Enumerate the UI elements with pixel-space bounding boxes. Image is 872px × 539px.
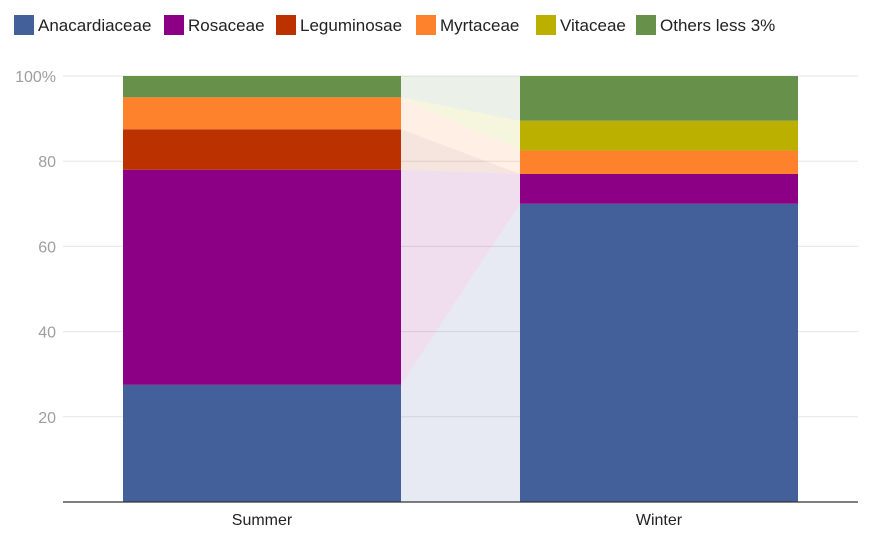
bar-summer-rosaceae bbox=[123, 169, 401, 385]
legend-swatch-others-less-3 bbox=[636, 15, 656, 35]
ribbon-others-less-3 bbox=[401, 76, 520, 121]
bar-winter-rosaceae bbox=[520, 173, 798, 204]
connector-ribbons bbox=[401, 76, 520, 503]
ribbon-myrtaceae bbox=[401, 97, 520, 174]
y-tick-label-20: 20 bbox=[38, 410, 56, 427]
legend-swatch-vitaceae bbox=[536, 15, 556, 35]
bar-summer-leguminosae bbox=[123, 129, 401, 170]
bar-summer-myrtaceae bbox=[123, 97, 401, 130]
bar-summer-others-less-3 bbox=[123, 76, 401, 98]
legend-swatch-anacardiaceae bbox=[14, 15, 34, 35]
legend-label-vitaceae: Vitaceae bbox=[560, 16, 626, 35]
bar-winter-others-less-3 bbox=[520, 76, 798, 121]
x-axis-category-labels: Summer Winter bbox=[232, 512, 683, 529]
ribbon-anacardiaceae bbox=[401, 203, 520, 503]
legend-swatch-rosaceae bbox=[164, 15, 184, 35]
y-tick-label-100: 100% bbox=[15, 69, 56, 86]
y-tick-label-40: 40 bbox=[38, 325, 56, 342]
x-category-label-winter: Winter bbox=[636, 512, 683, 529]
ribbon-rosaceae bbox=[401, 169, 520, 385]
legend-swatch-myrtaceae bbox=[416, 15, 436, 35]
bar-winter-anacardiaceae bbox=[520, 203, 798, 503]
bar-summer-anacardiaceae bbox=[123, 384, 401, 502]
legend-swatch-leguminosae bbox=[276, 15, 296, 35]
legend-label-myrtaceae: Myrtaceae bbox=[440, 16, 519, 35]
x-category-label-summer: Summer bbox=[232, 512, 293, 529]
ribbon-leguminosae bbox=[401, 129, 520, 174]
bars bbox=[123, 76, 798, 503]
bar-winter-vitaceae bbox=[520, 120, 798, 151]
legend-label-leguminosae: Leguminosae bbox=[300, 16, 402, 35]
y-axis-tick-labels: 20 40 60 80 100% bbox=[15, 69, 56, 427]
bar-winter-myrtaceae bbox=[520, 150, 798, 174]
legend-label-rosaceae: Rosaceae bbox=[188, 16, 265, 35]
ribbon-vitaceae bbox=[401, 97, 520, 151]
y-tick-label-80: 80 bbox=[38, 154, 56, 171]
y-tick-label-60: 60 bbox=[38, 239, 56, 256]
legend: Anacardiaceae Rosaceae Leguminosae Myrtacea… bbox=[14, 15, 775, 35]
legend-label-others-less-3: Others less 3% bbox=[660, 16, 775, 35]
legend-label-anacardiaceae: Anacardiaceae bbox=[38, 16, 151, 35]
